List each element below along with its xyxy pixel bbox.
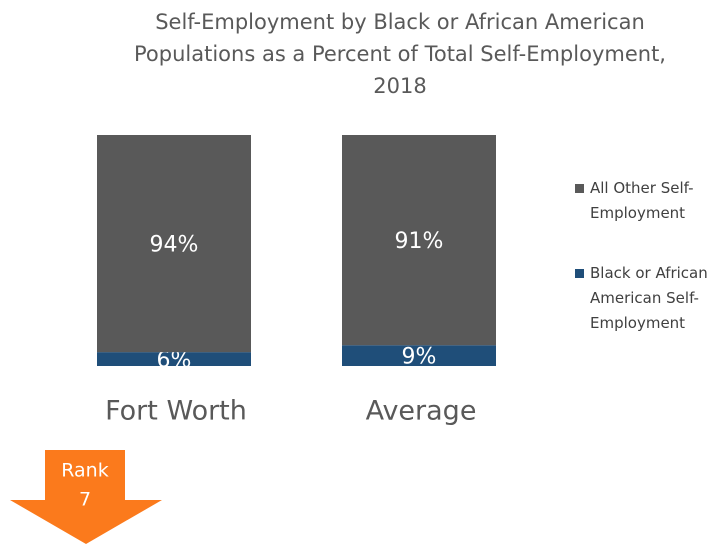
rank-value: 7	[79, 489, 91, 511]
legend-swatch	[575, 269, 584, 278]
value-label: 94%	[150, 233, 199, 258]
plot: 6% 94% 9% 91%	[97, 135, 496, 373]
legend-label: All Other Self-Employment	[590, 179, 694, 222]
bar-segment	[97, 135, 251, 353]
legend-item: All Other Self-Employment	[575, 176, 715, 226]
chart-title: Self-Employment by Black or African Amer…	[134, 10, 666, 98]
legend-label: Black or African American Self-Employmen…	[590, 264, 708, 332]
rank-arrow	[10, 450, 162, 544]
value-label: 6%	[157, 348, 192, 373]
rank-label: Rank	[61, 460, 108, 482]
legend-item: Black or African American Self-Employmen…	[575, 261, 715, 336]
value-label: 91%	[395, 229, 444, 254]
x-tick-label: Average	[366, 396, 477, 427]
x-tick-label: Fort Worth	[105, 396, 247, 427]
bar-segment	[97, 352, 251, 366]
bar-segment	[342, 345, 496, 366]
value-label: 9%	[402, 345, 437, 370]
legend-swatch	[575, 184, 584, 193]
bar-segment	[342, 135, 496, 346]
